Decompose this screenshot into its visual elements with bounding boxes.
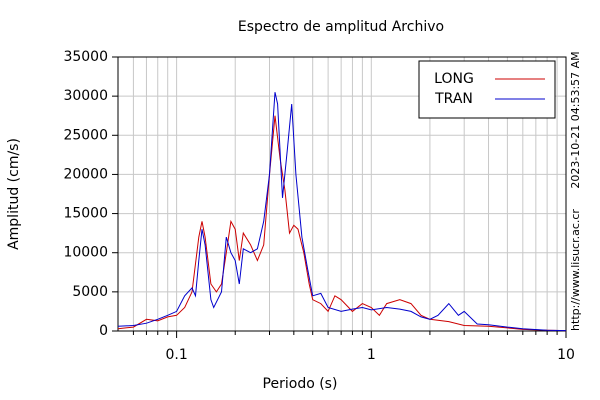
legend-label: LONG — [434, 71, 474, 87]
y-tick-label: 5000 — [72, 284, 108, 300]
legend-label: TRAN — [434, 91, 473, 107]
series-line — [117, 92, 567, 332]
timestamp: 2023-10-21 04:53:57 AM — [569, 51, 582, 188]
x-tick-label: 1 — [367, 347, 376, 363]
plot-frame — [117, 56, 567, 332]
y-tick-label: 10000 — [63, 245, 108, 261]
y-tick-label: 20000 — [63, 166, 108, 182]
source-url: http://www.lisucr.ac.cr — [569, 209, 582, 331]
y-tick-label: 25000 — [63, 127, 108, 143]
y-tick-label: 15000 — [63, 206, 108, 222]
x-tick-label: 0.1 — [165, 347, 187, 363]
legend-box — [418, 60, 556, 119]
x-axis-label: Periodo (s) — [263, 376, 338, 392]
y-tick-label: 0 — [99, 323, 108, 339]
chart-title: Espectro de amplitud Archivo — [238, 19, 444, 35]
y-axis-label: Amplitud (cm/s) — [6, 138, 22, 250]
x-tick-label: 10 — [557, 347, 575, 363]
series-line — [117, 115, 567, 332]
y-tick-label: 35000 — [63, 49, 108, 65]
y-tick-label: 30000 — [63, 88, 108, 104]
